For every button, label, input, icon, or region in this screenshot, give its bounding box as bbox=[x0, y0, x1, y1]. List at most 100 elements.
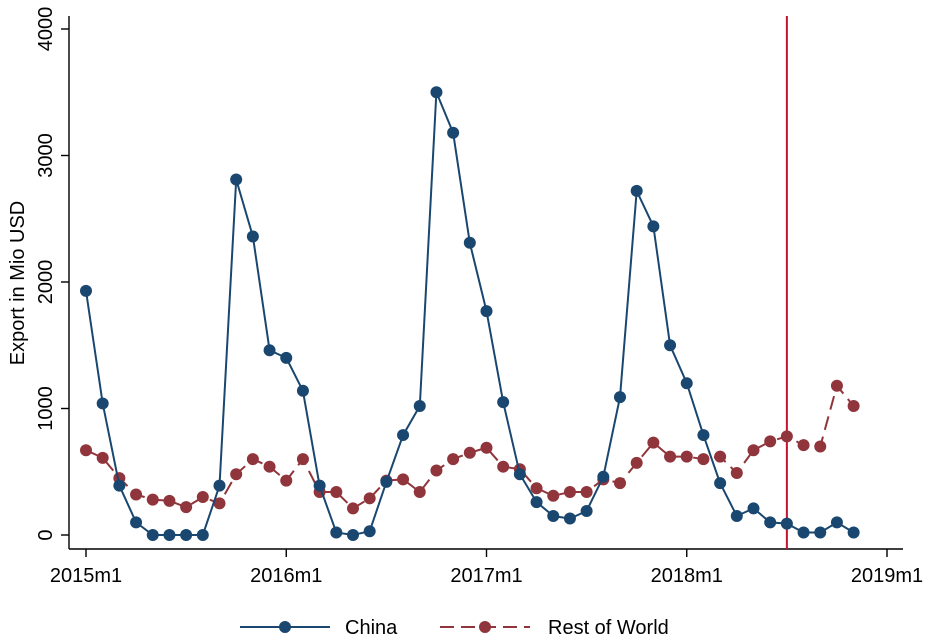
data-point-china bbox=[213, 479, 226, 492]
x-tick-label: 2017m1 bbox=[450, 565, 522, 587]
data-point-rest-of-world bbox=[413, 485, 426, 498]
data-point-rest-of-world bbox=[263, 460, 276, 473]
data-point-china bbox=[563, 512, 576, 525]
data-point-rest-of-world bbox=[296, 453, 309, 466]
data-point-china bbox=[614, 391, 626, 404]
data-point-rest-of-world bbox=[163, 494, 176, 507]
data-point-china bbox=[497, 396, 510, 409]
y-axis-title: Export in Mio USD bbox=[7, 201, 29, 366]
data-point-rest-of-world bbox=[547, 489, 560, 502]
data-point-china bbox=[430, 86, 443, 99]
y-tick-label: 1000 bbox=[35, 386, 57, 431]
y-tick-label: 4000 bbox=[35, 7, 57, 52]
data-point-rest-of-world bbox=[747, 444, 760, 457]
data-point-rest-of-world bbox=[847, 399, 860, 412]
data-point-rest-of-world bbox=[196, 491, 209, 504]
data-point-rest-of-world bbox=[480, 441, 493, 454]
data-point-china bbox=[530, 496, 543, 509]
data-point-china bbox=[664, 339, 677, 352]
data-point-rest-of-world bbox=[96, 451, 109, 464]
data-point-china bbox=[463, 236, 476, 249]
data-point-china bbox=[547, 510, 560, 523]
data-point-china bbox=[830, 516, 843, 529]
data-point-china bbox=[847, 526, 860, 539]
data-point-rest-of-world bbox=[347, 502, 359, 515]
data-point-china bbox=[413, 399, 426, 412]
data-point-rest-of-world bbox=[230, 468, 243, 481]
data-point-china bbox=[130, 516, 143, 529]
data-point-rest-of-world bbox=[730, 467, 743, 480]
data-point-china bbox=[347, 529, 359, 541]
data-point-rest-of-world bbox=[180, 501, 193, 514]
data-point-china bbox=[630, 184, 643, 197]
y-axis-ticks: 0 1000 2000 3000 4000 bbox=[35, 7, 69, 541]
x-axis-ticks: 2015m1 2016m1 2017m1 2018m1 2019m1 bbox=[50, 549, 923, 587]
data-point-china bbox=[697, 429, 710, 442]
data-point-china bbox=[747, 502, 760, 515]
data-point-rest-of-world bbox=[647, 436, 660, 449]
data-point-china bbox=[196, 529, 209, 541]
series-rest-of-world bbox=[80, 379, 860, 515]
data-point-rest-of-world bbox=[80, 444, 92, 457]
data-point-rest-of-world bbox=[680, 450, 693, 463]
data-point-china bbox=[180, 529, 193, 541]
data-point-china bbox=[730, 510, 743, 523]
data-point-china bbox=[230, 173, 243, 186]
data-point-rest-of-world bbox=[130, 488, 143, 501]
legend-item-rest-of-world: Rest of World bbox=[440, 617, 669, 639]
data-point-rest-of-world bbox=[614, 477, 626, 490]
data-point-china bbox=[330, 526, 343, 539]
data-point-china bbox=[797, 526, 810, 539]
data-point-rest-of-world bbox=[397, 473, 410, 486]
data-point-china bbox=[714, 477, 727, 490]
data-point-china bbox=[447, 126, 460, 139]
data-point-rest-of-world bbox=[246, 453, 259, 466]
data-point-china bbox=[480, 305, 493, 318]
data-point-rest-of-world bbox=[563, 485, 576, 498]
legend-marker bbox=[279, 621, 291, 633]
data-point-rest-of-world bbox=[330, 485, 343, 498]
data-point-rest-of-world bbox=[280, 474, 293, 487]
data-point-rest-of-world bbox=[630, 456, 643, 469]
data-point-rest-of-world bbox=[430, 464, 443, 477]
legend-item-china: China bbox=[240, 617, 398, 639]
data-point-rest-of-world bbox=[830, 379, 843, 392]
plot-area-frame bbox=[68, 16, 903, 550]
data-point-rest-of-world bbox=[463, 446, 476, 459]
data-point-rest-of-world bbox=[764, 435, 777, 448]
series-layer bbox=[80, 86, 860, 541]
y-tick-label: 0 bbox=[35, 529, 57, 540]
data-point-rest-of-world bbox=[146, 493, 159, 506]
data-point-rest-of-world bbox=[530, 482, 543, 495]
legend-label: China bbox=[345, 617, 398, 639]
data-point-china bbox=[146, 529, 159, 541]
data-point-china bbox=[113, 479, 126, 492]
data-point-rest-of-world bbox=[213, 497, 226, 510]
data-point-china bbox=[780, 517, 793, 530]
data-point-china bbox=[764, 516, 777, 529]
series-china bbox=[80, 86, 860, 541]
legend: China Rest of World bbox=[240, 617, 669, 639]
data-point-china bbox=[296, 384, 309, 397]
y-tick-label: 2000 bbox=[35, 260, 57, 305]
data-point-rest-of-world bbox=[497, 460, 510, 473]
data-point-china bbox=[580, 504, 593, 517]
data-point-china bbox=[80, 284, 92, 297]
data-point-china bbox=[263, 344, 276, 357]
data-point-china bbox=[513, 468, 526, 481]
y-tick-label: 3000 bbox=[35, 133, 57, 178]
x-tick-label: 2018m1 bbox=[651, 565, 723, 587]
data-point-china bbox=[397, 429, 410, 442]
data-point-rest-of-world bbox=[714, 450, 727, 463]
data-point-china bbox=[163, 529, 176, 541]
data-point-china bbox=[280, 351, 293, 364]
data-point-rest-of-world bbox=[797, 439, 810, 452]
data-point-china bbox=[313, 479, 326, 492]
legend-marker bbox=[479, 621, 491, 633]
data-point-china bbox=[680, 377, 693, 390]
legend-label: Rest of World bbox=[548, 617, 669, 639]
data-point-china bbox=[647, 220, 660, 233]
data-point-china bbox=[597, 470, 610, 483]
data-point-rest-of-world bbox=[363, 492, 376, 505]
